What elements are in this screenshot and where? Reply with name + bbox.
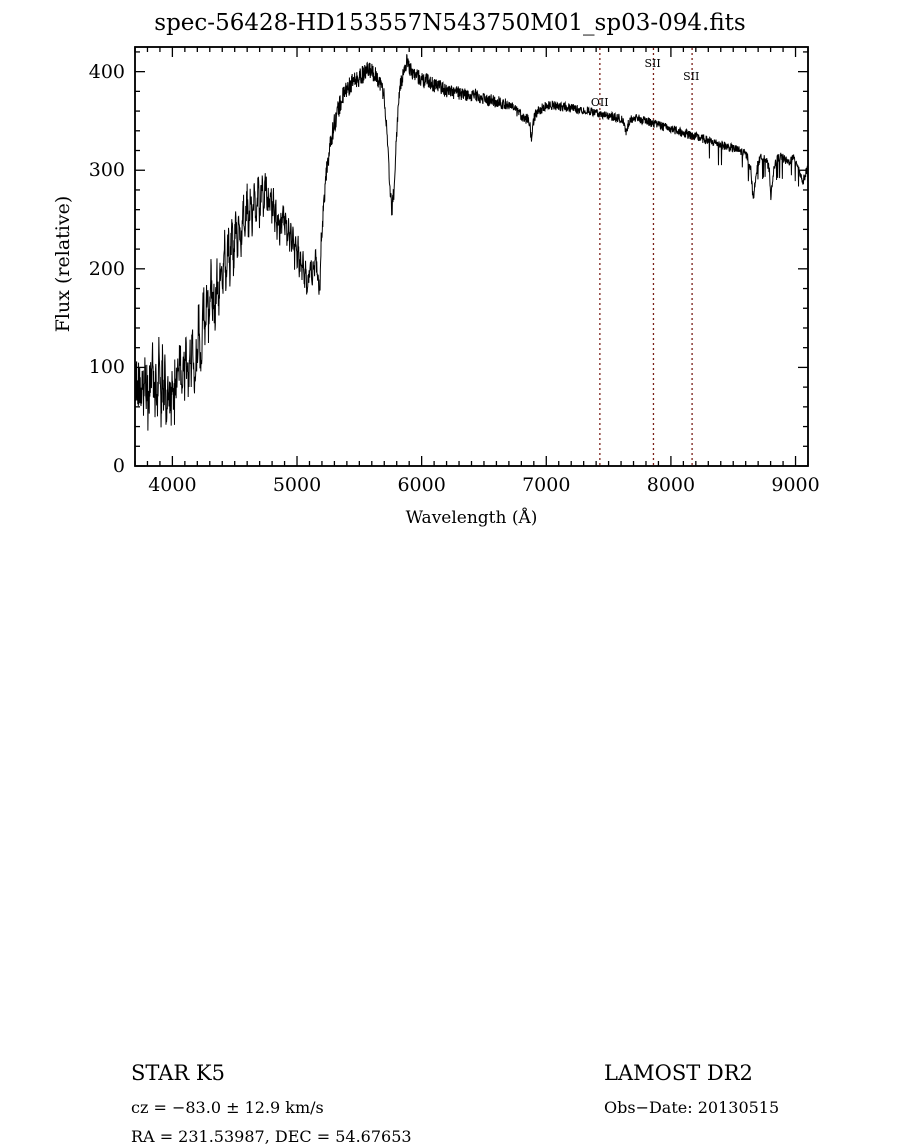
radial-velocity-label: cz = −83.0 ± 12.9 km/s <box>131 1098 324 1117</box>
x-tick-label: 9000 <box>771 474 820 496</box>
page-title: spec-56428-HD153557N543750M01_sp03-094.f… <box>154 10 746 36</box>
x-axis-title: Wavelength (Å) <box>405 508 538 528</box>
y-tick-label: 300 <box>88 159 125 182</box>
chart-svg <box>134 46 809 467</box>
plot-frame <box>134 46 809 467</box>
y-tick-label: 200 <box>88 257 125 280</box>
x-tick-label: 5000 <box>272 474 322 496</box>
metadata-footer: STAR K5 LAMOST DR2 cz = −83.0 ± 12.9 km/… <box>0 528 900 1146</box>
plot-frame-overlay <box>134 46 809 467</box>
spectrum-chart: Wavelength (Å) Flux (relative) 4000 5000 6… <box>0 0 900 540</box>
coordinates-label: RA = 231.53987, DEC = 54.67653 <box>131 1127 412 1146</box>
spectral-line-label: SII <box>683 69 700 83</box>
survey-label: LAMOST DR2 <box>604 1061 753 1085</box>
x-tick-label: 8000 <box>646 474 696 496</box>
y-tick-label: 400 <box>88 60 125 83</box>
y-tick-label: 100 <box>88 356 125 379</box>
spectrum-trace <box>135 54 808 431</box>
x-tick-label: 6000 <box>397 474 446 496</box>
obs-date-label: Obs−Date: 20130515 <box>604 1098 780 1117</box>
y-tick-label: 0 <box>112 455 125 477</box>
x-tick-label: 7000 <box>522 474 571 496</box>
x-tick-label: 4000 <box>148 474 197 496</box>
spectral-line-label: OII <box>590 96 609 110</box>
object-type-label: STAR K5 <box>131 1061 225 1085</box>
spectral-line-label: SII <box>644 56 661 70</box>
